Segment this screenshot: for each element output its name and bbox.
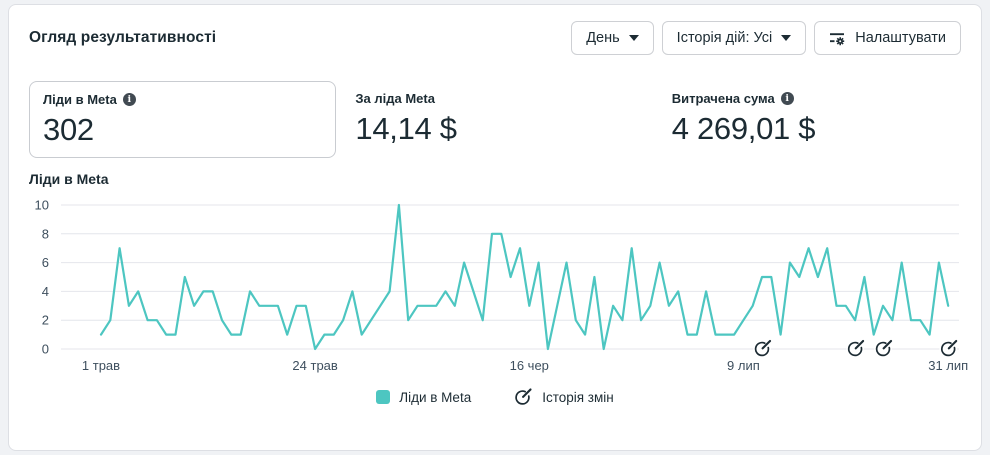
performance-overview-panel: Огляд результативності День Історія дій:… <box>8 4 982 451</box>
leads-line-chart[interactable]: 0 2 4 6 8 10 1 трав 24 трав 16 чер 9 лип 31 лип <box>21 197 969 381</box>
metric-value: 302 <box>43 112 94 147</box>
metric-label: Ліди в Meta <box>43 92 136 107</box>
legend-item-history[interactable]: Історія змін <box>513 387 614 407</box>
metric-value: 4 269,01 $ <box>671 111 816 146</box>
metric-value: 14,14 $ <box>355 111 457 146</box>
svg-text:6: 6 <box>42 255 49 270</box>
customize-sliders-gear-icon <box>829 31 846 46</box>
series-color-swatch <box>376 390 391 404</box>
svg-text:9 лип: 9 лип <box>727 358 760 373</box>
chevron-down-icon <box>628 35 639 41</box>
header-row: Огляд результативності День Історія дій:… <box>21 19 969 55</box>
metric-label-text: Ліди в Meta <box>43 92 117 107</box>
metric-label-text: За ліда Meta <box>355 91 435 106</box>
metric-card-cost-per-lead[interactable]: За ліда Meta 14,14 $ <box>345 81 652 158</box>
customize-label: Налаштувати <box>855 30 946 46</box>
svg-text:16 чер: 16 чер <box>510 358 549 373</box>
page-title: Огляд результативності <box>29 29 217 46</box>
metric-label-text: Витрачена сума <box>671 91 775 106</box>
svg-text:10: 10 <box>35 198 49 213</box>
customize-button[interactable]: Налаштувати <box>814 21 961 55</box>
svg-text:8: 8 <box>42 226 49 241</box>
chart-title: Ліди в Meta <box>29 171 109 187</box>
svg-text:0: 0 <box>42 342 49 357</box>
svg-text:1 трав: 1 трав <box>82 358 120 373</box>
legend-history-label: Історія змін <box>542 389 614 405</box>
metric-label: За ліда Meta <box>355 91 435 106</box>
metric-card-amount-spent[interactable]: Витрачена сума 4 269,01 $ <box>662 81 969 158</box>
chevron-down-icon <box>781 35 792 41</box>
time-breakdown-label: День <box>586 30 620 46</box>
svg-text:4: 4 <box>42 284 49 299</box>
info-icon[interactable] <box>780 92 794 105</box>
time-breakdown-button[interactable]: День <box>571 21 654 55</box>
legend-item-series[interactable]: Ліди в Meta <box>376 390 471 405</box>
svg-text:31 лип: 31 лип <box>928 358 968 373</box>
metric-card-leads[interactable]: Ліди в Meta 302 <box>29 81 337 158</box>
legend-series-label: Ліди в Meta <box>399 389 472 405</box>
info-icon[interactable] <box>122 93 136 106</box>
action-history-button[interactable]: Історія дій: Усі <box>661 21 807 55</box>
svg-text:2: 2 <box>42 313 49 328</box>
metric-label: Витрачена сума <box>672 91 794 106</box>
svg-text:24 трав: 24 трав <box>292 358 337 373</box>
history-edit-icon <box>513 388 532 407</box>
toolbar: День Історія дій: Усі <box>571 21 961 55</box>
metrics-row: Ліди в Meta 302 За ліда Meta 14,14 $ Вит… <box>21 81 969 158</box>
action-history-label: Історія дій: Усі <box>676 30 773 46</box>
chart-legend: Ліди в Meta Історія змін <box>21 387 969 407</box>
